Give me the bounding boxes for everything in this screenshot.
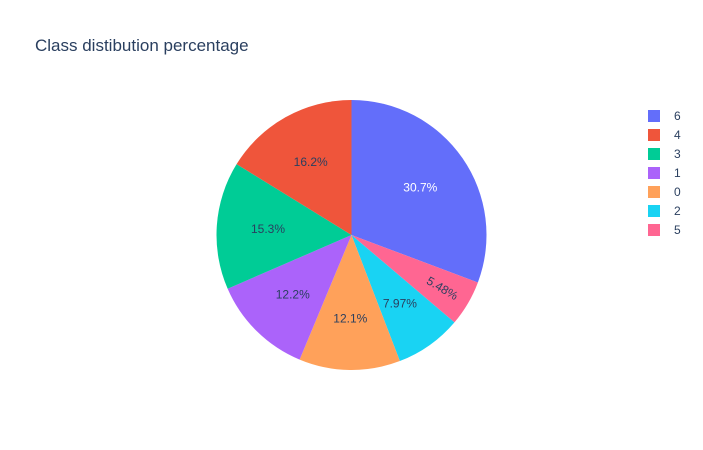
legend-swatch-5 bbox=[648, 224, 660, 236]
chart-title: Class distibution percentage bbox=[35, 36, 249, 55]
pie-slice-4[interactable] bbox=[236, 100, 352, 235]
legend-swatch-0 bbox=[648, 186, 660, 198]
legend-item-6[interactable]: 6 bbox=[648, 109, 681, 123]
legend-item-4[interactable]: 4 bbox=[648, 128, 681, 142]
legend-swatch-3 bbox=[648, 148, 660, 160]
slice-label-4: 16.2% bbox=[294, 155, 328, 169]
pie-slices bbox=[216, 100, 487, 370]
legend-swatch-6 bbox=[648, 110, 660, 122]
legend: 6 4 3 1 0 2 5 bbox=[648, 109, 681, 237]
legend-label-2: 2 bbox=[674, 204, 681, 218]
pie-slice-6[interactable] bbox=[351, 100, 487, 283]
slice-label-0: 12.1% bbox=[333, 312, 367, 326]
slice-label-2: 7.97% bbox=[383, 296, 417, 310]
legend-swatch-4 bbox=[648, 129, 660, 141]
pie-slice-3[interactable] bbox=[216, 164, 352, 289]
legend-label-3: 3 bbox=[674, 147, 681, 161]
pie-slice-1[interactable] bbox=[227, 235, 352, 360]
legend-item-5[interactable]: 5 bbox=[648, 223, 681, 237]
slice-label-1: 12.2% bbox=[276, 288, 310, 302]
legend-label-5: 5 bbox=[674, 223, 681, 237]
legend-swatch-2 bbox=[648, 205, 660, 217]
legend-label-1: 1 bbox=[674, 166, 681, 180]
legend-item-1[interactable]: 1 bbox=[648, 166, 681, 180]
legend-item-2[interactable]: 2 bbox=[648, 204, 681, 218]
legend-label-4: 4 bbox=[674, 128, 681, 142]
legend-label-0: 0 bbox=[674, 185, 681, 199]
slice-label-3: 15.3% bbox=[251, 222, 285, 236]
pie-slice-2[interactable] bbox=[351, 235, 455, 362]
legend-swatch-1 bbox=[648, 167, 660, 179]
slice-label-6: 30.7% bbox=[403, 180, 437, 194]
legend-item-0[interactable]: 0 bbox=[648, 185, 681, 199]
legend-label-6: 6 bbox=[674, 109, 681, 123]
legend-item-3[interactable]: 3 bbox=[648, 147, 681, 161]
pie-slice-0[interactable] bbox=[299, 235, 400, 370]
pie-slice-5[interactable] bbox=[351, 235, 478, 323]
